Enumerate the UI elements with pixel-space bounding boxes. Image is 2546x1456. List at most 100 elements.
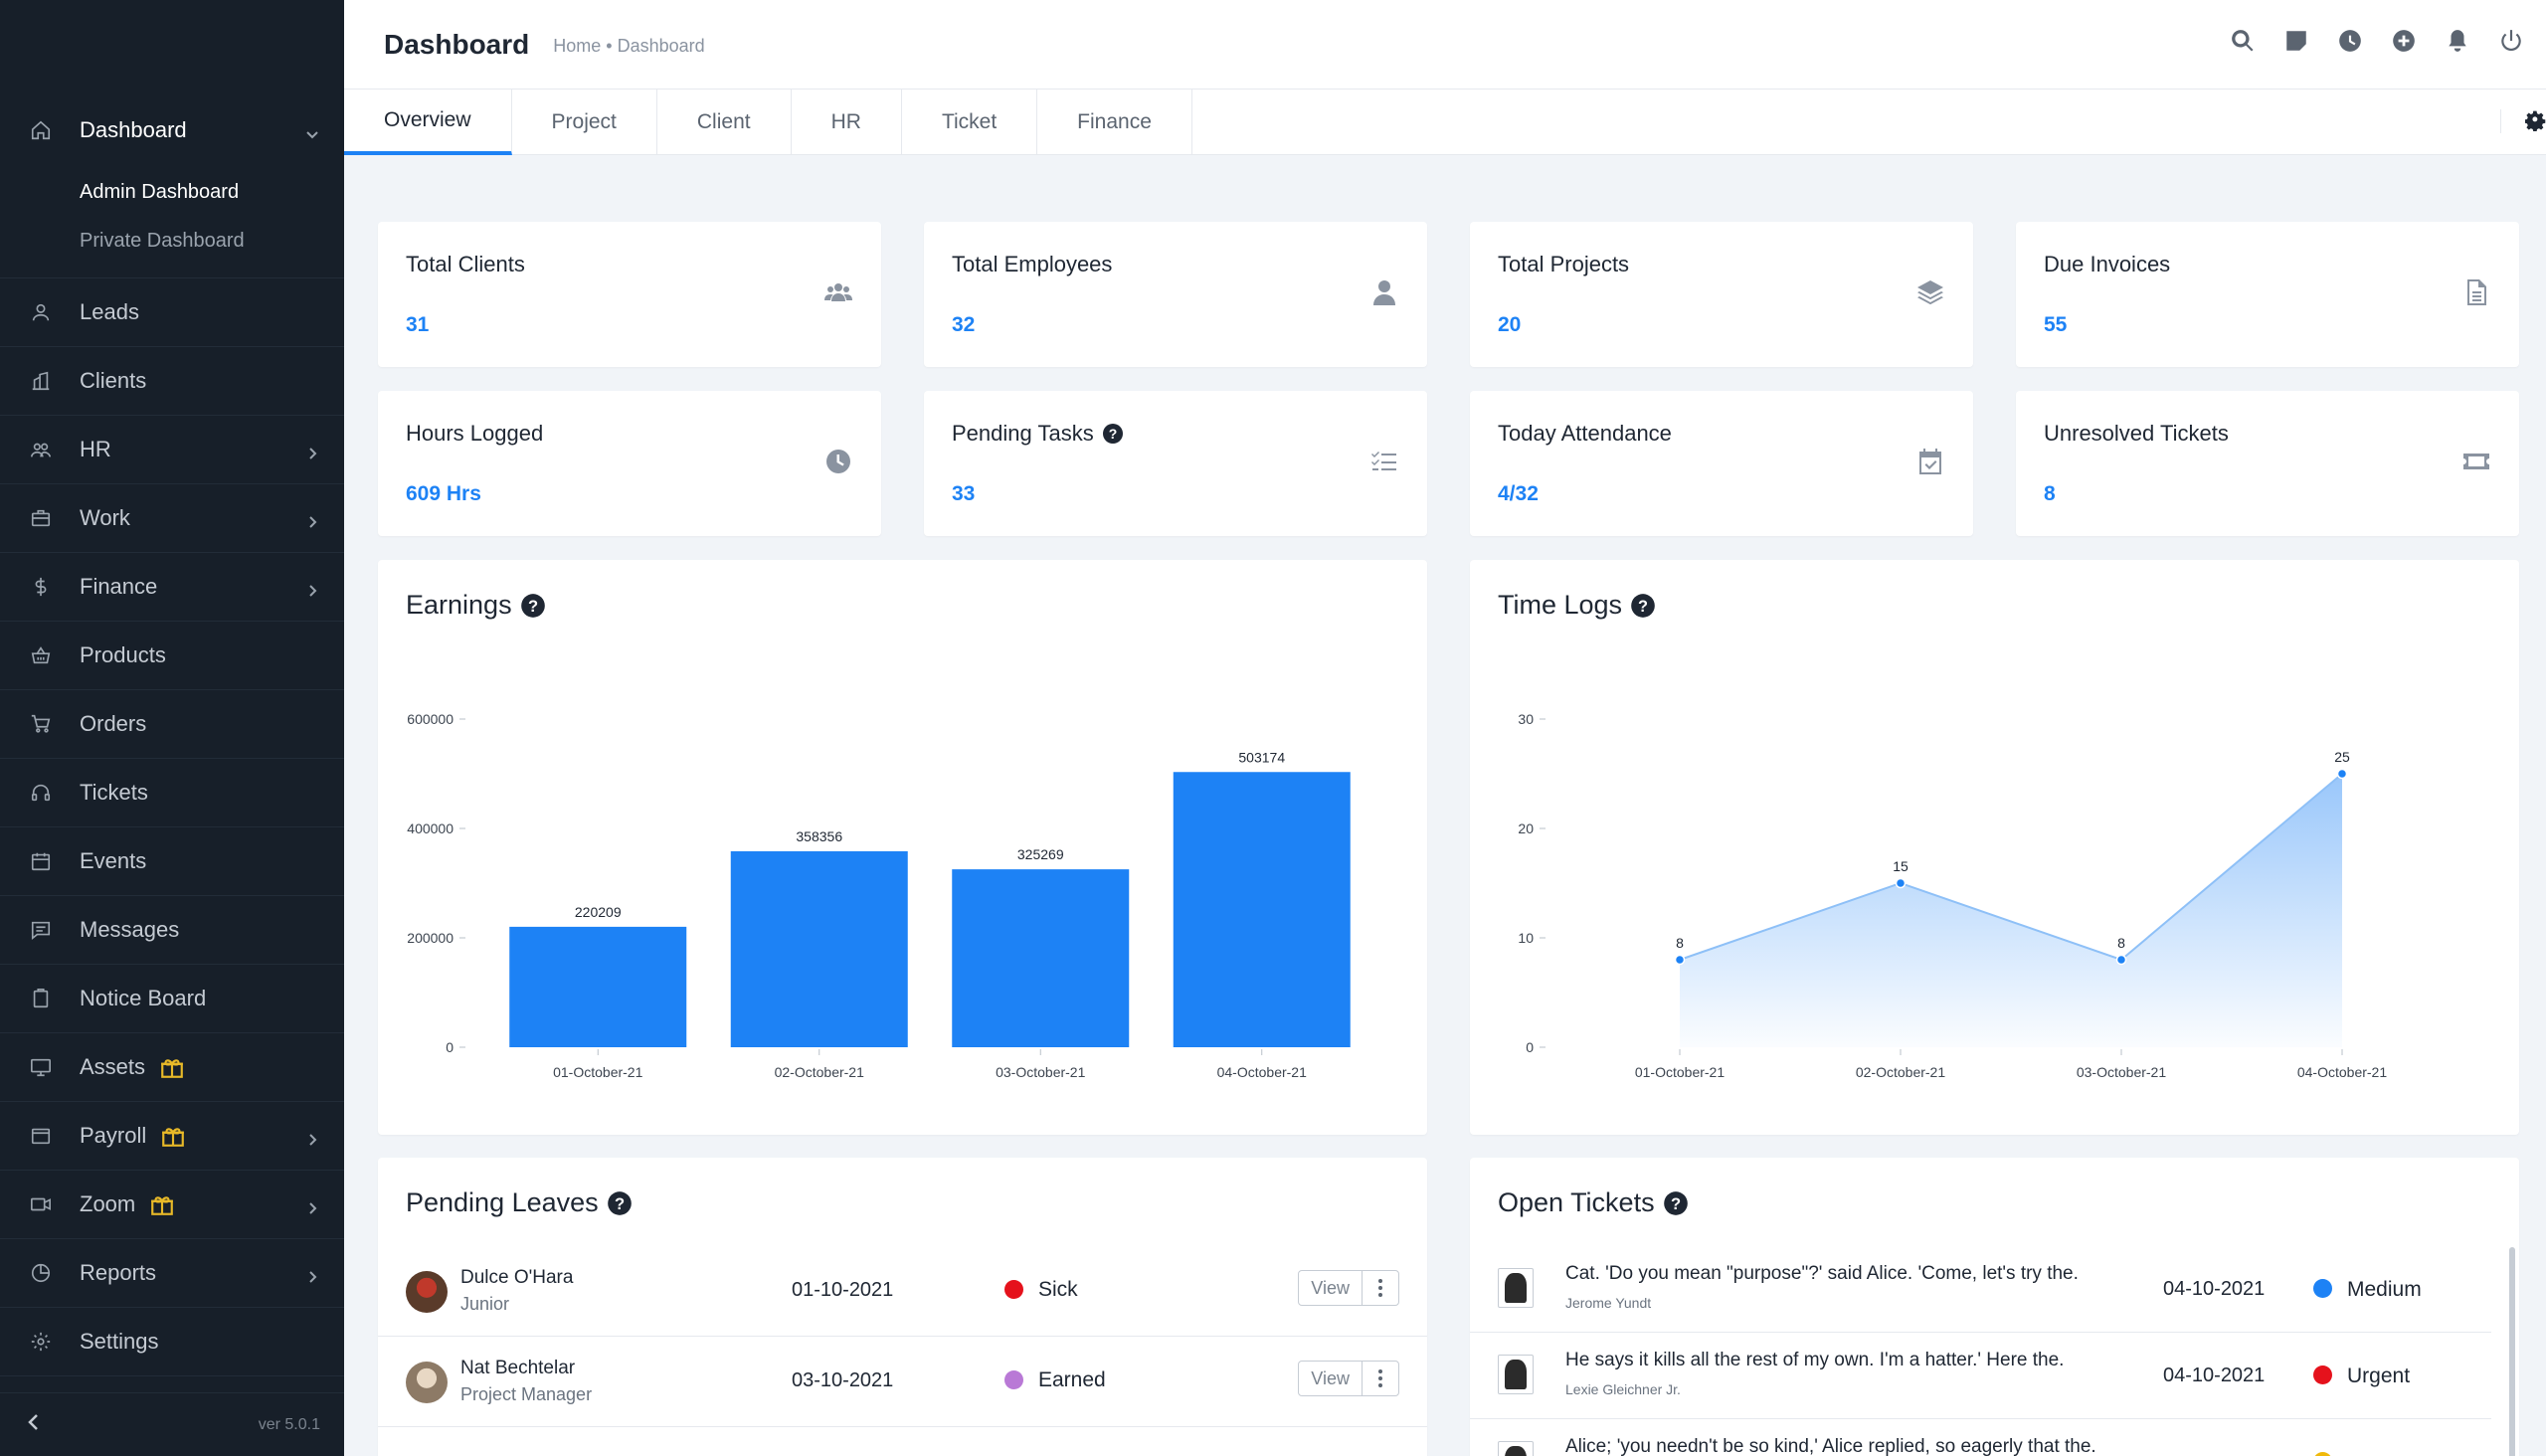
ticket-subject[interactable]: He says it kills all the rest of my own.… [1565,1350,2065,1370]
sidebar-item-settings[interactable]: Settings [0,1308,344,1376]
stat-label: Today Attendance [1498,421,1672,446]
scrollbar[interactable] [2507,1247,2519,1456]
question-circle-icon[interactable]: ? [1102,423,1124,445]
panel-title-row: Open Tickets ? [1498,1187,1689,1218]
leave-type: Sick [1038,1278,1078,1301]
stat-card-pending-tasks[interactable]: Pending Tasks ? 33 [924,391,1427,536]
file-icon [2461,277,2491,307]
question-circle-icon[interactable]: ? [1630,593,1656,619]
ticket-date: 04-10-2021 [2163,1278,2266,1300]
sidebar-item-payroll[interactable]: Payroll [0,1102,344,1171]
tab-hr[interactable]: HR [792,90,902,155]
stat-value: 4/32 [1498,482,1539,505]
tab-client[interactable]: Client [657,90,792,155]
breadcrumb[interactable]: Home • Dashboard [553,36,705,56]
sidebar-item-orders[interactable]: Orders [0,690,344,759]
data-label: 325269 [1017,846,1064,862]
sidebar-item-dashboard[interactable]: Dashboard [0,95,344,164]
leave-date: 01-10-2021 [792,1279,894,1301]
sidebar-item-assets[interactable]: Assets [0,1033,344,1102]
more-vertical-icon[interactable] [1363,1271,1398,1305]
stat-value: 55 [2044,313,2068,336]
x-tick-label: 01-October-21 [553,1064,642,1080]
sticky-note-icon[interactable] [2283,28,2309,54]
header: Dashboard Home • Dashboard [344,0,2546,90]
x-tick-label: 04-October-21 [1217,1064,1307,1080]
sidebar-item-hr[interactable]: HR [0,416,344,484]
users-icon [823,277,853,307]
employee-name[interactable]: Nat Bechtelar [460,1358,576,1378]
sidebar-item-work[interactable]: Work [0,484,344,553]
stat-card-today-attendance[interactable]: Today Attendance 4/32 [1470,391,1973,536]
table-row[interactable]: Cat. 'Do you mean "purpose"?' said Alice… [1470,1247,2491,1333]
sidebar-item-leads[interactable]: Leads [0,278,344,347]
view-button[interactable]: View [1299,1271,1363,1305]
bell-icon[interactable] [2445,28,2470,54]
sidebar-item-zoom[interactable]: Zoom [0,1171,344,1239]
stat-label: Pending Tasks [952,421,1094,446]
tab-finance[interactable]: Finance [1037,90,1192,155]
question-circle-icon[interactable]: ? [607,1190,633,1216]
tab-overview[interactable]: Overview [344,90,512,155]
timelogs-title: Time Logs [1498,590,1623,620]
table-row[interactable]: Alice; 'you needn't be so kind,' Alice r… [1470,1420,2491,1456]
leave-date: 03-10-2021 [792,1369,894,1391]
power-icon[interactable] [2498,28,2524,54]
question-circle-icon[interactable]: ? [520,593,546,619]
stat-card-unresolved-tickets[interactable]: Unresolved Tickets 8 [2016,391,2519,536]
submenu-private-dashboard[interactable]: Private Dashboard [80,230,245,252]
priority-dot [2313,1452,2332,1456]
gear-icon[interactable] [2500,109,2546,133]
sidebar-item-label: Payroll [80,1123,147,1148]
stat-card-total-employees[interactable]: Total Employees 32 [924,222,1427,367]
collapse-sidebar-icon[interactable] [24,1412,44,1437]
sidebar-item-messages[interactable]: Messages [0,896,344,965]
stat-label: Hours Logged [406,421,544,446]
stat-card-due-invoices[interactable]: Due Invoices 55 [2016,222,2519,367]
panel-title-row: Time Logs ? [1498,590,1656,621]
tab-project[interactable]: Project [512,90,657,155]
x-tick-label: 01-October-21 [1635,1064,1725,1080]
basket-icon [28,642,54,668]
sidebar-item-label: Zoom [80,1191,136,1216]
ticket-author: Lexie Gleichner Jr. [1565,1381,1681,1397]
sidebar-item-reports[interactable]: Reports [0,1239,344,1308]
ticket-subject[interactable]: Alice; 'you needn't be so kind,' Alice r… [1565,1436,2096,1456]
question-circle-icon[interactable]: ? [1663,1190,1689,1216]
y-tick-label: 400000 [407,820,454,836]
stat-value: 31 [406,313,430,336]
row-actions: View [1298,1270,1399,1306]
stat-label: Total Projects [1498,252,1630,276]
series-line [1679,773,2343,962]
svg-text:?: ? [1671,1193,1681,1212]
view-button[interactable]: View [1299,1362,1363,1395]
stat-card-total-clients[interactable]: Total Clients 31 [378,222,881,367]
submenu-admin-dashboard[interactable]: Admin Dashboard [80,181,240,203]
sidebar-item-events[interactable]: Events [0,827,344,896]
table-row[interactable]: He says it kills all the rest of my own.… [1470,1334,2491,1419]
sidebar-item-tickets[interactable]: Tickets [0,759,344,827]
version-label: ver 5.0.1 [258,1415,320,1433]
y-tick-label: 0 [446,1039,454,1055]
search-icon[interactable] [2230,28,2256,54]
gift-icon [160,1123,186,1149]
chevron-right-icon [304,442,320,459]
sidebar-item-notice-board[interactable]: Notice Board [0,965,344,1033]
x-tick-label: 02-October-21 [1856,1064,1945,1080]
stat-card-total-projects[interactable]: Total Projects 20 [1470,222,1973,367]
chat-icon [28,917,54,943]
plus-circle-icon[interactable] [2391,28,2417,54]
stat-card-hours-logged[interactable]: Hours Logged 609 Hrs [378,391,881,536]
stat-label: Due Invoices [2044,252,2171,276]
sidebar-item-products[interactable]: Products [0,622,344,690]
tab-ticket[interactable]: Ticket [902,90,1038,155]
more-vertical-icon[interactable] [1363,1362,1398,1395]
clock-icon[interactable] [2337,28,2363,54]
sidebar-item-clients[interactable]: Clients [0,347,344,416]
data-label: 503174 [1238,749,1285,765]
ticket-subject[interactable]: Cat. 'Do you mean "purpose"?' said Alice… [1565,1263,2079,1284]
timelogs-panel: Time Logs ? 0 10 20 30 8 01-October-21 15 02-Oc… [1470,560,2519,1135]
employee-name[interactable]: Dulce O'Hara [460,1267,574,1288]
sidebar-item-finance[interactable]: Finance [0,553,344,622]
monitor-icon [28,1054,54,1080]
